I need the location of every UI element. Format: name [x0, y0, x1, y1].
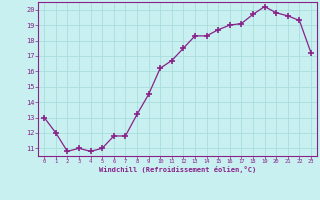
X-axis label: Windchill (Refroidissement éolien,°C): Windchill (Refroidissement éolien,°C) — [99, 166, 256, 173]
